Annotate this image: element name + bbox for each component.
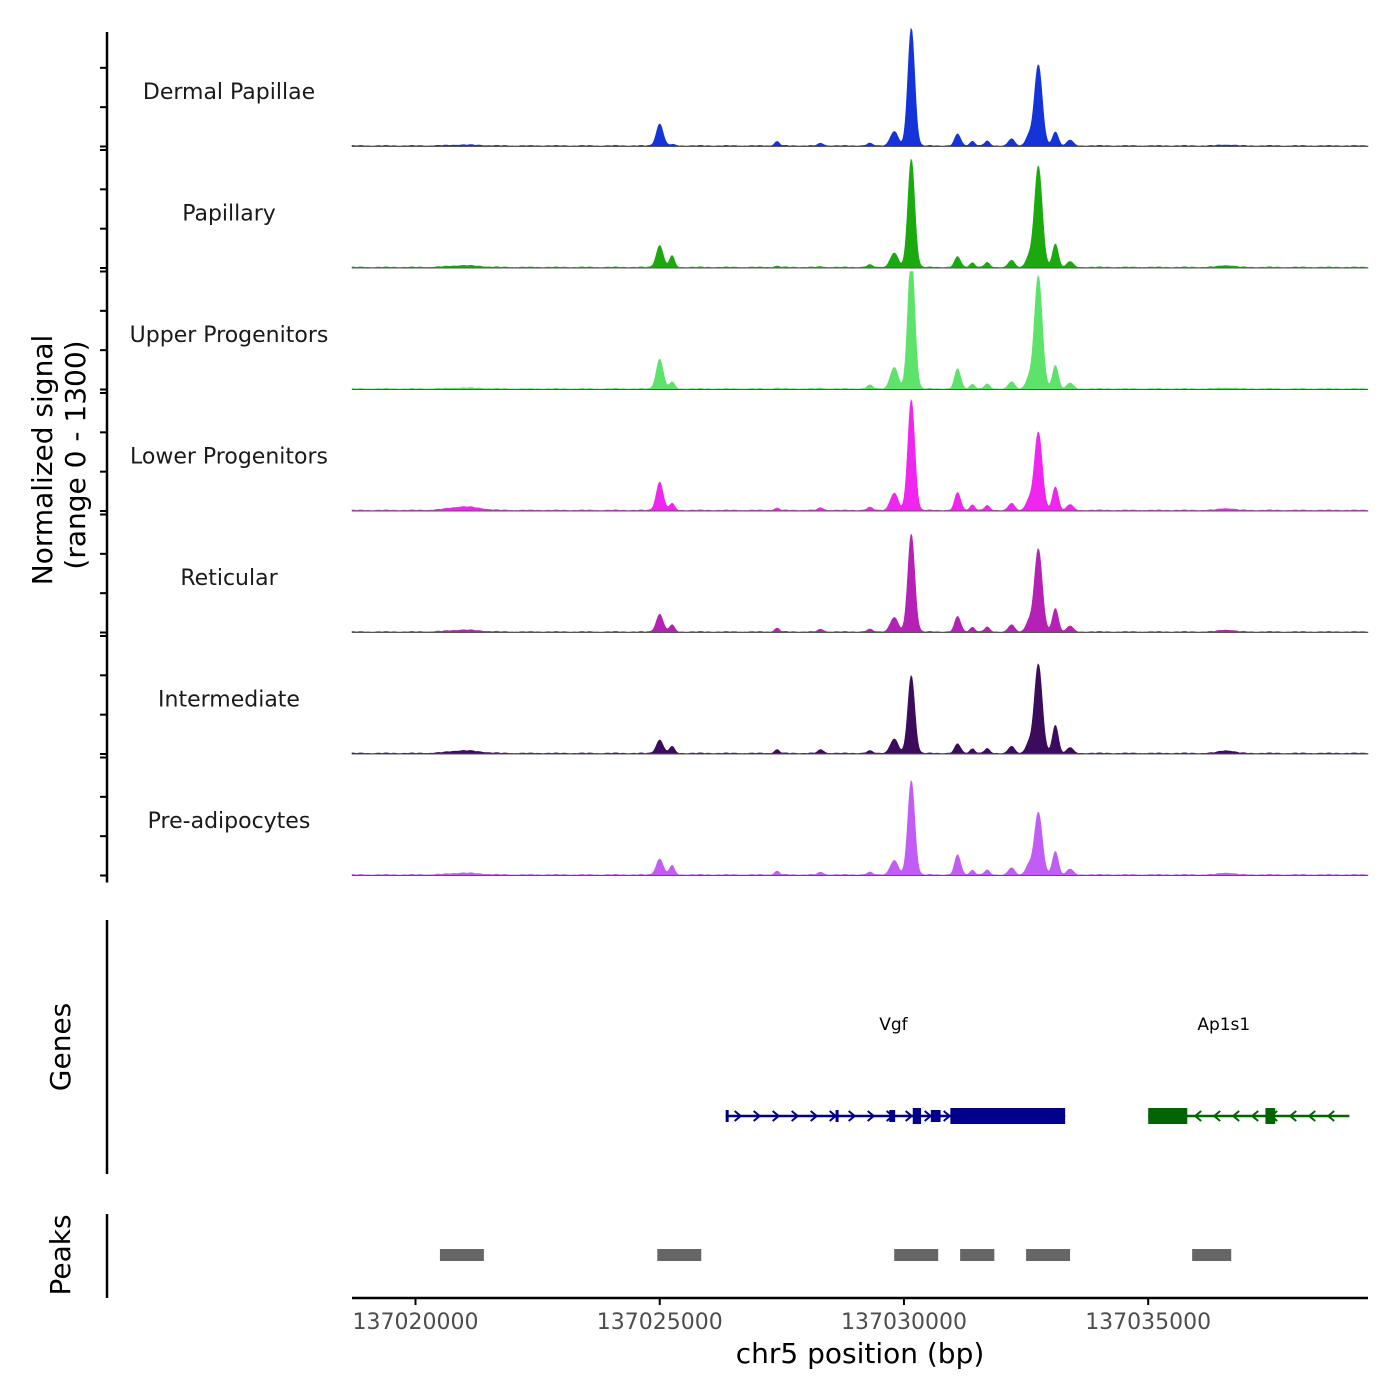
- track-pre-adipocytes: Pre-adipocytes: [148, 779, 1369, 876]
- y-axis-title-line1: Normalized signal: [26, 335, 59, 586]
- signal-area: [351, 158, 1369, 269]
- gene-exon: [930, 1110, 941, 1122]
- peak-region: [894, 1249, 939, 1261]
- strand-arrow: [810, 1110, 819, 1122]
- x-axis: 137020000 137025000 137030000 137035000: [352, 1296, 1368, 1335]
- signal-area: [351, 398, 1369, 512]
- track-label: Dermal Papillae: [143, 80, 315, 105]
- track-reticular: Reticular: [180, 533, 1369, 633]
- track-upper-progenitors: Upper Progenitors: [130, 271, 1369, 390]
- strand-arrow: [772, 1110, 781, 1122]
- x-tick-label: 137030000: [841, 1310, 967, 1335]
- strand-arrow: [1231, 1110, 1240, 1122]
- strand-arrow: [791, 1110, 800, 1122]
- strand-arrow: [753, 1110, 762, 1122]
- track-label: Intermediate: [158, 688, 300, 713]
- signal-area: [351, 779, 1369, 876]
- track-dermal-papillae: Dermal Papillae: [143, 27, 1369, 147]
- gene-ap1s1: Ap1s1: [1148, 1015, 1350, 1124]
- genes-track: Vgf Ap1s1: [725, 1015, 1350, 1124]
- gene-exon: [725, 1110, 729, 1122]
- strand-arrow: [905, 1110, 914, 1122]
- signal-area: [351, 663, 1369, 755]
- signal-area: [351, 271, 1369, 390]
- genes-track-label: Genes: [44, 1003, 77, 1091]
- track-label: Upper Progenitors: [130, 323, 329, 348]
- track-label: Pre-adipocytes: [148, 809, 311, 834]
- track-intermediate: Intermediate: [158, 663, 1369, 755]
- signal-area: [351, 27, 1369, 147]
- strand-arrow: [734, 1110, 743, 1122]
- x-tick-label: 137035000: [1085, 1310, 1211, 1335]
- x-tick-label: 137025000: [597, 1310, 723, 1335]
- peak-region: [960, 1249, 995, 1261]
- gene-exon: [835, 1110, 839, 1122]
- gene-vgf: Vgf: [725, 1015, 1066, 1124]
- track-label: Lower Progenitors: [130, 445, 328, 470]
- signal-area: [351, 533, 1369, 633]
- track-label: Reticular: [180, 566, 278, 591]
- strand-arrow: [1193, 1110, 1202, 1122]
- strand-arrow: [867, 1110, 876, 1122]
- strand-arrow: [1326, 1110, 1335, 1122]
- peak-region: [657, 1249, 702, 1261]
- gene-exon: [889, 1110, 896, 1122]
- peak-region: [1192, 1249, 1232, 1261]
- track-lower-progenitors: Lower Progenitors: [130, 398, 1369, 512]
- peak-region: [1026, 1249, 1071, 1261]
- peak-region: [439, 1249, 484, 1261]
- strand-arrow: [943, 1110, 952, 1122]
- strand-arrow: [1250, 1110, 1259, 1122]
- strand-arrow: [1307, 1110, 1316, 1122]
- gene-exon: [950, 1108, 1066, 1124]
- strand-arrow: [848, 1110, 857, 1122]
- gene-exon: [912, 1108, 922, 1124]
- peaks-track: [439, 1249, 1232, 1261]
- x-axis-title: chr5 position (bp): [736, 1337, 985, 1370]
- strand-arrow: [1212, 1110, 1221, 1122]
- gene-label: Ap1s1: [1197, 1015, 1250, 1035]
- x-tick-label: 137020000: [353, 1310, 479, 1335]
- signal-tracks: Dermal Papillae Papillary Upper Progenitor…: [130, 27, 1369, 876]
- track-label: Papillary: [182, 202, 276, 227]
- y-axis-title-line2: (range 0 - 1300): [59, 340, 92, 569]
- strand-arrow: [1288, 1110, 1297, 1122]
- gene-exon: [1148, 1108, 1188, 1124]
- strand-arrow: [924, 1110, 933, 1122]
- gene-label: Vgf: [879, 1015, 908, 1035]
- peaks-track-label: Peaks: [44, 1214, 77, 1295]
- signal-y-axis: [100, 32, 109, 883]
- gene-exon: [1265, 1108, 1276, 1124]
- track-papillary: Papillary: [182, 158, 1369, 269]
